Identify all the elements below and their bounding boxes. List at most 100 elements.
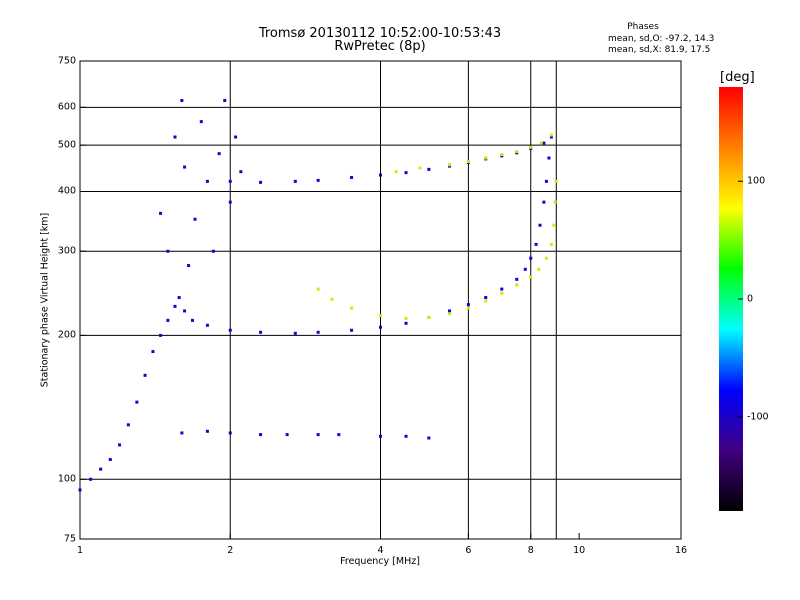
data-point-o_lower	[350, 328, 354, 332]
data-point-o_lower	[515, 277, 519, 281]
data-point-low_echoes	[151, 350, 155, 354]
data-point-x_upper	[515, 149, 519, 153]
y-axis-label: Stationary phase Virtual Height [km]	[39, 212, 51, 388]
data-point-x_upper	[539, 141, 543, 145]
y-tick-label: 300	[57, 245, 76, 257]
data-point-x_lower	[379, 314, 382, 318]
stat-o-mode: mean, sd,O: -97.2, 14.3	[608, 34, 715, 44]
data-point-x_lower	[427, 315, 431, 319]
data-point-x_lower	[448, 312, 452, 316]
data-point-o_lower	[293, 331, 297, 335]
data-point-spread_f	[159, 211, 163, 215]
data-point-x_lower	[330, 297, 334, 301]
data-point-o_lower	[529, 256, 533, 260]
data-point-x_lower	[552, 223, 556, 227]
data-point-o_upper	[316, 178, 320, 182]
data-point-x_upper	[418, 166, 422, 170]
data-point-low_echoes	[143, 373, 147, 377]
colorbar	[719, 87, 743, 511]
data-point-o_lower	[228, 328, 232, 332]
x-tick-label: 6	[465, 545, 472, 556]
data-point-o_lower	[316, 330, 320, 334]
data-point-spread_f	[199, 120, 203, 124]
data-point-o_upper	[427, 167, 431, 171]
data-point-spread_f	[205, 179, 209, 183]
data-point-low_echoes	[99, 467, 103, 471]
data-point-o_lower	[544, 179, 548, 183]
data-point-o_lower	[500, 287, 504, 291]
data-point-o_lower	[484, 296, 488, 300]
colorbar-tick-label: -100	[747, 411, 769, 423]
x-tick-label: 8	[527, 545, 534, 556]
data-point-o_upper	[293, 179, 297, 183]
x-tick-label: 10	[573, 545, 586, 556]
data-point-x_lower	[316, 287, 320, 291]
data-point-o_upper	[379, 173, 382, 177]
data-point-o_lower	[523, 267, 527, 271]
data-point-spread_f	[173, 135, 177, 139]
data-point-o_upper	[404, 171, 408, 175]
data-point-o_lower	[534, 242, 538, 246]
x-tick-label: 16	[674, 545, 688, 556]
data-point-es_layer	[205, 429, 209, 433]
data-point-o_lower	[547, 156, 551, 160]
data-point-spread_f	[234, 135, 238, 139]
data-point-o_lower	[183, 309, 187, 313]
data-point-es_layer	[404, 434, 408, 438]
data-point-low_echoes	[135, 400, 139, 404]
data-point-x_lower	[404, 316, 408, 320]
data-point-o_lower	[205, 323, 209, 327]
data-point-o_lower	[259, 330, 263, 334]
data-point-x_lower	[553, 200, 557, 204]
data-point-es_layer	[427, 436, 431, 440]
y-tick-label: 600	[57, 101, 76, 113]
data-point-x_lower	[529, 275, 533, 279]
data-point-o_upper	[350, 175, 354, 179]
colorbar-tick-label: 0	[747, 293, 754, 305]
data-point-o_lower	[177, 296, 181, 300]
data-point-o_upper	[542, 141, 546, 145]
data-point-spread_f	[166, 249, 170, 253]
data-point-x_upper	[529, 145, 533, 149]
data-point-low_echoes	[159, 333, 163, 337]
data-point-x_upper	[448, 163, 452, 167]
data-point-x_upper	[549, 133, 553, 137]
chart-subtitle: RwPretec (8p)	[334, 39, 426, 54]
data-point-spread_f	[193, 217, 197, 221]
data-point-o_lower	[542, 200, 546, 204]
data-point-low_echoes	[78, 488, 82, 492]
data-point-es_layer	[228, 431, 232, 435]
data-point-low_echoes	[166, 318, 170, 322]
data-point-o_lower	[190, 318, 194, 322]
data-point-spread_f	[239, 170, 243, 174]
data-point-o_upper	[259, 180, 263, 184]
y-tick-label: 100	[57, 473, 76, 485]
x-tick-marks	[79, 533, 682, 539]
y-tick-label: 750	[57, 55, 76, 67]
data-point-x_upper	[484, 156, 488, 160]
data-point-x_lower	[484, 299, 488, 303]
data-point-low_echoes	[108, 457, 112, 461]
data-point-o_lower	[404, 321, 408, 325]
x-tick-label: 1	[76, 545, 84, 556]
data-point-spread_f	[183, 165, 187, 169]
data-point-es_layer	[337, 433, 341, 437]
data-point-x_lower	[544, 256, 548, 260]
data-point-x_upper	[394, 170, 398, 174]
data-point-o_upper	[228, 179, 232, 183]
data-point-spread_f	[217, 152, 221, 156]
y-tick-label: 200	[57, 329, 76, 341]
data-point-x_upper	[466, 160, 470, 164]
y-tick-marks	[80, 60, 86, 540]
x-tick-label: 2	[227, 545, 234, 556]
data-point-es_layer	[379, 434, 382, 438]
data-point-low_echoes	[118, 443, 122, 447]
data-point-o_lower	[448, 309, 452, 313]
data-point-es_layer	[259, 433, 263, 437]
data-point-x_upper	[500, 153, 504, 157]
data-point-x_lower	[537, 267, 541, 271]
x-tick-label: 4	[377, 545, 384, 556]
data-points	[78, 99, 558, 492]
colorbar-label: [deg]	[720, 70, 755, 85]
